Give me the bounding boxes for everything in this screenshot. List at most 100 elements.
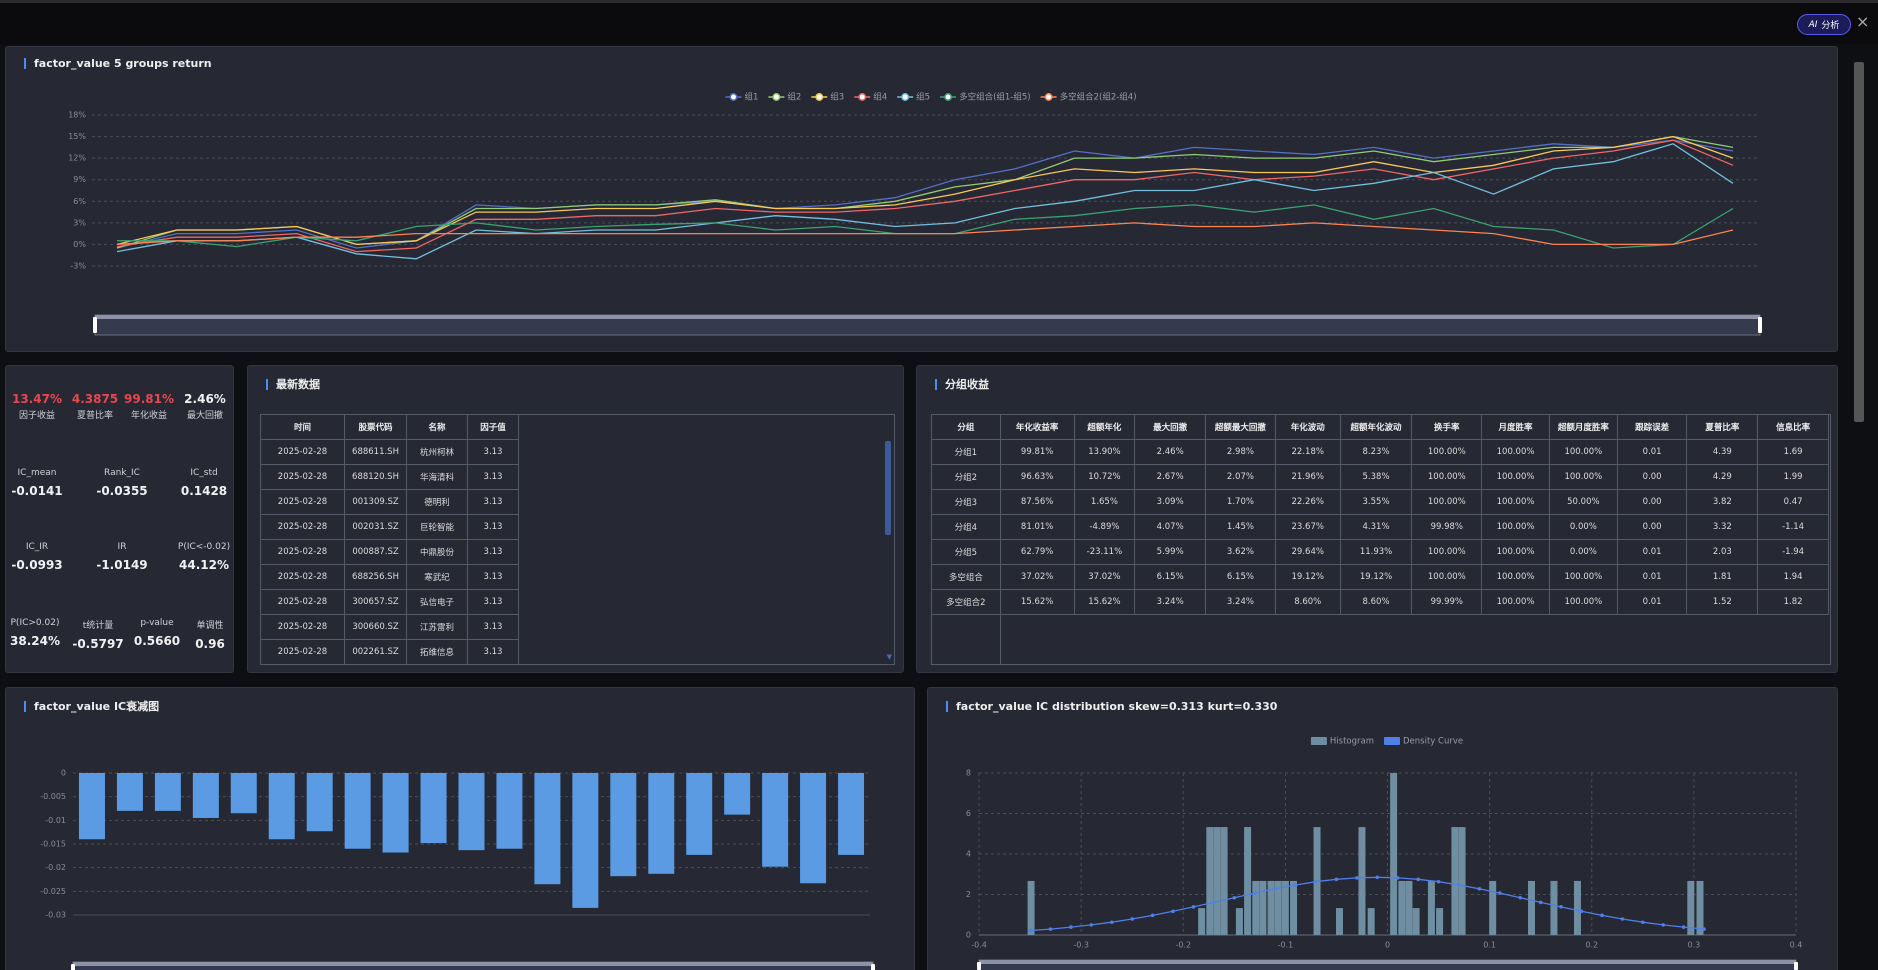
table-cell: 001309.SZ bbox=[344, 489, 407, 515]
density-point bbox=[1109, 920, 1114, 925]
y-tick-label: -0.02 bbox=[45, 863, 66, 872]
zoom-handle bbox=[1794, 962, 1798, 970]
table-cell: 100.00% bbox=[1411, 539, 1483, 565]
density-point bbox=[1416, 877, 1420, 882]
table-row: 分组5 62.79% -23.11% 5.99% 3.62% 29.64% 11.93% 10… bbox=[932, 539, 1829, 565]
y-tick-label: 2 bbox=[966, 890, 971, 899]
bar bbox=[648, 773, 675, 874]
legend-item: Histogram bbox=[1310, 737, 1374, 747]
zoom-handle bbox=[93, 317, 97, 333]
density-point bbox=[1375, 875, 1380, 880]
y-tick-label: 8 bbox=[966, 769, 971, 778]
table-cell: 2025-02-28 bbox=[261, 464, 345, 490]
x-tick-label: 0 bbox=[1385, 941, 1390, 950]
table-cell: 19.12% bbox=[1274, 564, 1341, 590]
density-point bbox=[1232, 895, 1237, 900]
table-cell: -4.89% bbox=[1073, 514, 1136, 540]
bar bbox=[724, 773, 751, 815]
ic-distribution-chart: 0 2 4 6 8 -0.4 -0.3 -0.2 -0.1 0 0.1 0.2 0.3 0.4 Histog… bbox=[966, 737, 1802, 970]
table-cell: 100.00% bbox=[1481, 514, 1550, 540]
table-cell: 3.13 bbox=[467, 489, 519, 515]
bar bbox=[534, 773, 561, 885]
metric-value: 99.81% bbox=[124, 392, 174, 406]
y-tick-label: 18% bbox=[68, 111, 86, 120]
panel-title: factor_value IC distribution skew=0.313 … bbox=[946, 701, 1277, 712]
bar bbox=[686, 773, 713, 855]
table-cell: 8.60% bbox=[1274, 589, 1341, 615]
table-cell: 8.23% bbox=[1339, 439, 1413, 465]
density-point bbox=[1681, 925, 1686, 929]
density-point bbox=[1518, 895, 1523, 900]
table-cell: 10.72% bbox=[1073, 464, 1136, 490]
metric: p-value 0.5660 bbox=[134, 618, 180, 648]
density-point bbox=[1395, 876, 1400, 880]
table-cell: 50.00% bbox=[1548, 489, 1618, 515]
column-header: 换手率 bbox=[1411, 415, 1483, 440]
x-tick-label: -0.2 bbox=[1175, 941, 1191, 950]
bar bbox=[458, 773, 485, 851]
returns-chart: -3% 0% 3% 6% 9% 12% 15% 18% 组1 组2 组3 组4 组5 多空组合(组1-组5… bbox=[68, 92, 1762, 336]
bar bbox=[306, 773, 333, 832]
bar bbox=[838, 773, 865, 855]
legend-label: 组5 bbox=[916, 92, 930, 103]
zoom-handle bbox=[1758, 317, 1762, 333]
legend-label: 组1 bbox=[744, 92, 758, 103]
density-point bbox=[1191, 905, 1196, 909]
density-point bbox=[1130, 917, 1134, 921]
table-cell: 0.00 bbox=[1616, 514, 1688, 540]
table-cell: 21.96% bbox=[1274, 464, 1341, 490]
legend-swatch bbox=[1310, 737, 1327, 745]
series-line bbox=[116, 222, 1734, 246]
header-row: 分组 年化收益率 超额年化 最大回撤 超额最大回撤 年化波动 超额年化波动 换手率 月度胜率 超额… bbox=[932, 415, 1829, 440]
table-cell: 688611.SH bbox=[344, 439, 407, 465]
panel-title: 分组收益 bbox=[935, 379, 989, 390]
table-cell: 弘信电子 bbox=[406, 589, 468, 615]
table-cell: 19.12% bbox=[1339, 564, 1413, 590]
metric-value: -1.0149 bbox=[96, 558, 148, 572]
table-cell: 2025-02-28 bbox=[261, 564, 345, 590]
ai-button[interactable]: AI 分析 bbox=[1797, 14, 1851, 35]
table-cell: 2025-02-28 bbox=[261, 539, 345, 565]
histogram-bar bbox=[1367, 908, 1375, 935]
table-cell: 29.64% bbox=[1274, 539, 1341, 565]
x-tick-label: 0.3 bbox=[1688, 941, 1701, 950]
column-header: 超额年化 bbox=[1073, 415, 1136, 440]
legend-label: Density Curve bbox=[1403, 737, 1463, 747]
table-cell: 4.07% bbox=[1134, 514, 1207, 540]
column-header: 年化收益率 bbox=[999, 415, 1075, 440]
close-button[interactable]: × bbox=[1856, 12, 1870, 31]
panel-title: factor_value 5 groups return bbox=[24, 58, 212, 69]
ai-label: 分析 bbox=[1821, 21, 1840, 31]
density-point bbox=[1436, 879, 1441, 884]
scroll-arrow[interactable]: ▼ bbox=[886, 653, 892, 661]
table-cell: 100.00% bbox=[1411, 464, 1483, 490]
histogram-bar bbox=[1573, 880, 1581, 935]
bar bbox=[572, 773, 599, 908]
metric-value: -0.0141 bbox=[11, 484, 63, 498]
table-cell: 4.39 bbox=[1686, 439, 1759, 465]
histogram-bar bbox=[1550, 880, 1558, 935]
table-cell: 5.99% bbox=[1134, 539, 1207, 565]
legend-marker bbox=[901, 93, 910, 101]
table-scrollbar[interactable] bbox=[885, 441, 891, 535]
metric-value: 13.47% bbox=[12, 392, 62, 406]
y-tick-label: -0.005 bbox=[40, 792, 66, 801]
metric: P(IC>0.02) 38.24% bbox=[10, 618, 60, 648]
table-row: 2025-02-28 002261.SZ 拓维信息 3.13 bbox=[261, 639, 519, 664]
column-header: 夏普比率 bbox=[1686, 415, 1759, 440]
x-tick-label: 0.1 bbox=[1483, 941, 1496, 950]
table-cell: 1.65% bbox=[1073, 489, 1136, 515]
legend-item: 组2 bbox=[768, 92, 801, 103]
table-cell: 6.15% bbox=[1134, 564, 1207, 590]
table-cell: 3.13 bbox=[467, 514, 519, 540]
table-row: 2025-02-28 688611.SH 杭州柯林 3.13 bbox=[261, 439, 519, 465]
histogram-bar bbox=[1198, 908, 1206, 935]
table-cell: 37.02% bbox=[999, 564, 1075, 590]
scrollbar[interactable] bbox=[1854, 62, 1864, 422]
metric: 单调性 0.96 bbox=[195, 618, 225, 651]
histogram-bar bbox=[1696, 880, 1704, 935]
table-cell: 300657.SZ bbox=[344, 589, 407, 615]
density-point bbox=[1620, 917, 1625, 921]
metric-value: -0.0355 bbox=[96, 484, 148, 498]
